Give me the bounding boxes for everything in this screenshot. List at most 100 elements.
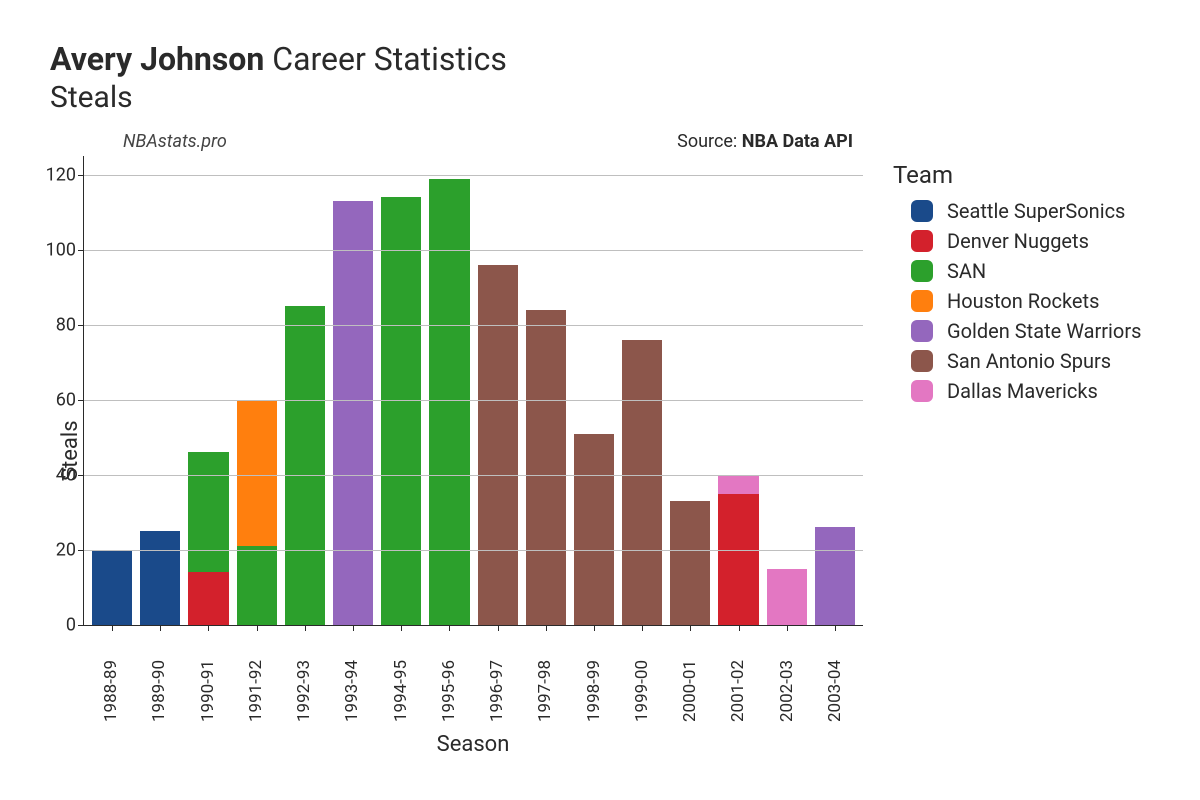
bar-segment	[381, 197, 421, 625]
bar	[188, 156, 228, 625]
x-tick-label: 1994-95	[381, 632, 421, 722]
gridline	[84, 475, 863, 476]
attribution-row: NBAstats.pro Source: NBA Data API	[83, 131, 863, 156]
x-tick-label: 2003-04	[815, 632, 855, 722]
x-axis-label: Season	[83, 732, 863, 757]
x-tick-mark	[835, 625, 836, 631]
legend-swatch	[911, 350, 933, 372]
x-tick-mark	[112, 625, 113, 631]
x-tick-mark	[787, 625, 788, 631]
y-tick-mark	[78, 325, 84, 326]
legend-item: SAN	[911, 259, 1141, 283]
attribution-source: Source: NBA Data API	[677, 131, 853, 152]
source-prefix: Source:	[677, 131, 742, 152]
bar	[815, 156, 855, 625]
bar	[670, 156, 710, 625]
y-tick-mark	[78, 625, 84, 626]
x-tick-label: 1992-93	[284, 632, 324, 722]
x-tick-mark	[401, 625, 402, 631]
legend-swatch	[911, 320, 933, 342]
title-block: Avery Johnson Career Statistics Steals	[50, 40, 1150, 115]
bar-segment	[237, 400, 277, 546]
legend-swatch	[911, 380, 933, 402]
x-tick-label: 2002-03	[767, 632, 807, 722]
legend-swatch	[911, 200, 933, 222]
x-tick-mark	[160, 625, 161, 631]
x-tick-mark	[257, 625, 258, 631]
x-tick-mark	[546, 625, 547, 631]
x-tick-label: 1998-99	[574, 632, 614, 722]
bar	[718, 156, 758, 625]
x-tick-label: 2000-01	[670, 632, 710, 722]
y-tick-mark	[78, 250, 84, 251]
chart-title: Avery Johnson Career Statistics	[50, 40, 1150, 78]
legend-item: Houston Rockets	[911, 289, 1141, 313]
x-tick-label: 1995-96	[429, 632, 469, 722]
x-tick-label: 1991-92	[236, 632, 276, 722]
legend-label: Golden State Warriors	[947, 319, 1141, 343]
legend-label: Denver Nuggets	[947, 229, 1089, 253]
bar-segment	[140, 531, 180, 625]
bar-segment	[333, 201, 373, 625]
x-tick-mark	[690, 625, 691, 631]
x-tick-mark	[594, 625, 595, 631]
bar-segment	[574, 434, 614, 625]
chart-wrap: Steals NBAstats.pro Source: NBA Data API…	[50, 131, 1150, 770]
legend-label: San Antonio Spurs	[947, 349, 1111, 373]
bar-segment	[285, 306, 325, 625]
bar-segment	[429, 179, 469, 625]
chart-subtitle: Steals	[50, 80, 1150, 115]
x-tick-label: 1997-98	[525, 632, 565, 722]
x-tick-mark	[642, 625, 643, 631]
player-name: Avery Johnson	[50, 40, 264, 78]
y-tick-mark	[78, 550, 84, 551]
bar	[429, 156, 469, 625]
legend-item: Dallas Mavericks	[911, 379, 1141, 403]
gridline	[84, 400, 863, 401]
y-tick-mark	[78, 175, 84, 176]
legend-item: Denver Nuggets	[911, 229, 1141, 253]
gridline	[84, 250, 863, 251]
x-tick-label: 1989-90	[139, 632, 179, 722]
chart-container: Avery Johnson Career Statistics Steals S…	[0, 0, 1200, 800]
x-tick-mark	[498, 625, 499, 631]
x-tick-label: 2001-02	[718, 632, 758, 722]
bar	[574, 156, 614, 625]
bar-segment	[92, 550, 132, 625]
bar	[333, 156, 373, 625]
bar-segment	[767, 569, 807, 625]
gridline	[84, 175, 863, 176]
x-tick-mark	[739, 625, 740, 631]
bar	[92, 156, 132, 625]
bar-segment	[670, 501, 710, 625]
legend-swatch	[911, 230, 933, 252]
legend-label: Seattle SuperSonics	[947, 199, 1125, 223]
source-name: NBA Data API	[742, 131, 853, 152]
x-tick-mark	[353, 625, 354, 631]
bar-segment	[815, 527, 855, 625]
legend-title: Team	[893, 161, 1141, 189]
legend-item: Golden State Warriors	[911, 319, 1141, 343]
x-tick-mark	[449, 625, 450, 631]
bar-segment	[188, 572, 228, 625]
bar	[526, 156, 566, 625]
bar	[381, 156, 421, 625]
attribution-site: NBAstats.pro	[123, 131, 227, 152]
bar	[622, 156, 662, 625]
gridline	[84, 325, 863, 326]
bar	[237, 156, 277, 625]
plot-column: NBAstats.pro Source: NBA Data API 020406…	[83, 131, 863, 770]
legend-label: Houston Rockets	[947, 289, 1099, 313]
x-tick-label: 1996-97	[477, 632, 517, 722]
x-tick-label: 1990-91	[188, 632, 228, 722]
plot-area: 020406080100120	[83, 156, 863, 626]
bar-segment	[718, 494, 758, 625]
x-tick-label: 1999-00	[622, 632, 662, 722]
x-tick-mark	[208, 625, 209, 631]
bar-segment	[622, 340, 662, 625]
x-tick-label: 1993-94	[332, 632, 372, 722]
y-tick-mark	[78, 400, 84, 401]
bar-segment	[478, 265, 518, 625]
x-tick-mark	[305, 625, 306, 631]
bar-segment	[237, 546, 277, 625]
